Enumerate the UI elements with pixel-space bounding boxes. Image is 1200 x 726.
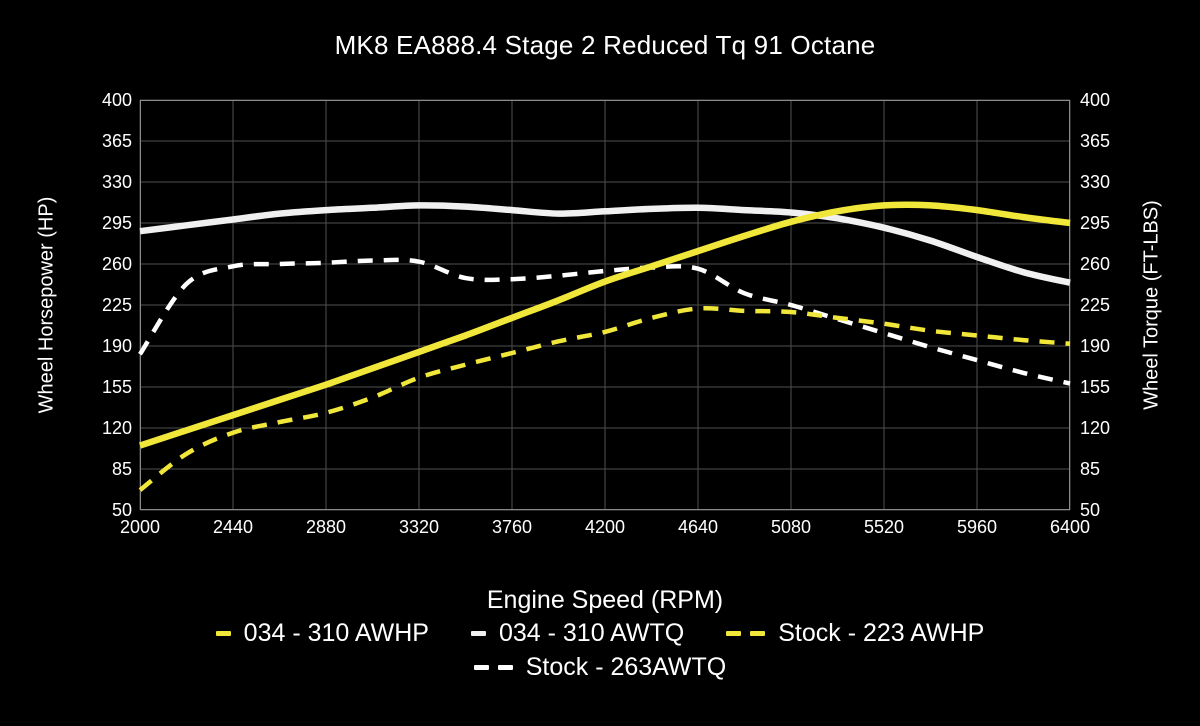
y-right-tick-label: 120 [1080,418,1111,438]
legend-dash [726,630,742,636]
y-left-tick-label: 260 [101,254,132,274]
x-tick-label: 4200 [584,517,626,537]
legend-dash [473,664,489,670]
x-tick-label: 2880 [305,517,347,537]
legend-dash [215,630,231,636]
legend-label: Stock - 223 AWHP [778,619,985,647]
x-tick-label: 6400 [1049,517,1091,537]
y-right-tick-label: 85 [1080,459,1101,479]
x-tick-label: 4640 [677,517,719,537]
series-line-034-310-awtq [139,202,1071,286]
x-tick-label: 5520 [863,517,905,537]
dashed-line-swatch-icon [726,630,766,636]
y-right-tick-label: 365 [1080,131,1111,151]
series-line-stock-223-awhp [138,305,1071,492]
x-tick-label: 5960 [956,517,998,537]
y-right-tick-label: 225 [1080,295,1111,315]
y-left-tick-label: 400 [101,90,132,110]
solid-line-swatch-icon [470,630,486,636]
legend-item-034-310-awtq: 034 - 310 AWTQ [470,617,685,649]
legend-dash [497,664,513,670]
legend-dash [470,630,486,636]
x-axis-title: Engine Speed (RPM) [486,586,724,614]
x-tick-label: 2000 [119,517,161,537]
y-right-axis-title: Wheel Torque (FT-LBS) [1140,200,1163,410]
legend-item-stock-223-awhp: Stock - 223 AWHP [726,617,984,649]
y-left-tick-label: 120 [101,418,132,438]
y-left-tick-label: 155 [101,377,132,397]
chart-title: MK8 EA888.4 Stage 2 Reduced Tq 91 Octane [334,30,876,60]
plot-border [140,100,1070,510]
y-left-tick-label: 330 [101,172,132,192]
dashed-line-swatch-icon [473,664,513,670]
y-left-tick-label: 225 [101,295,132,315]
plot-area [138,99,1071,511]
y-left-tick-label: 85 [111,459,132,479]
y-right-tick-label: 330 [1080,172,1111,192]
y-left-axis-title: Wheel Horsepower (HP) [35,196,58,414]
legend-item-034-310-awhp: 034 - 310 AWHP [215,617,429,649]
x-tick-label: 3320 [398,517,440,537]
y-right-tick-label: 295 [1080,213,1111,233]
solid-line-swatch-icon [215,630,231,636]
y-left-tick-label: 365 [101,131,132,151]
legend-row-2: Stock - 263AWTQ [0,651,1200,683]
legend-label: 034 - 310 AWHP [243,619,429,647]
y-left-tick-label: 50 [111,500,132,520]
legend-label: Stock - 263AWTQ [525,653,727,681]
legend-item-stock-263awtq: Stock - 263AWTQ [473,651,727,683]
y-right-tick-label: 190 [1080,336,1111,356]
y-right-tick-label: 50 [1080,500,1101,520]
legend-dash [750,630,766,636]
legend-label: 034 - 310 AWTQ [498,619,685,647]
y-right-tick-label: 400 [1080,90,1111,110]
series-line-stock-263awtq [138,257,1071,386]
x-tick-label: 2440 [212,517,254,537]
series-line-034-310-awhp [138,201,1071,449]
y-left-tick-label: 295 [101,213,132,233]
y-right-tick-label: 155 [1080,377,1111,397]
x-tick-label: 3760 [491,517,533,537]
legend-row-1: 034 - 310 AWHP 034 - 310 AWTQ Stock - 223 … [0,617,1200,649]
y-left-tick-label: 190 [101,336,132,356]
y-right-tick-label: 260 [1080,254,1111,274]
x-tick-label: 5080 [770,517,812,537]
